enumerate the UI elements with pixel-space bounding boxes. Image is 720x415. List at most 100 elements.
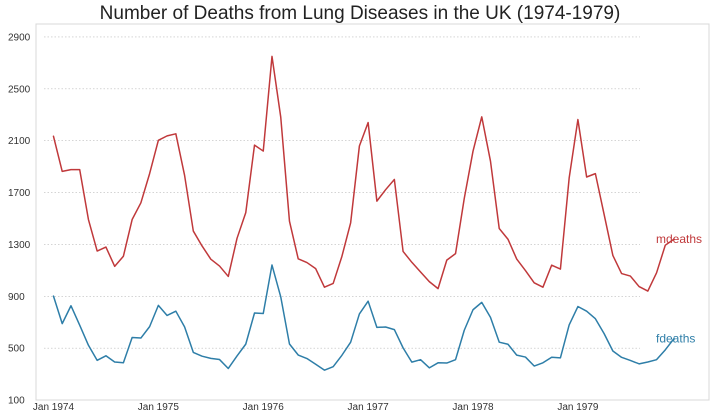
data-point-mdeaths <box>638 286 640 288</box>
data-point-fdeaths <box>114 361 116 363</box>
y-axis-ticks: 100 500 900 1300 1700 2100 2500 2900 <box>8 32 31 406</box>
data-point-fdeaths <box>446 362 448 364</box>
data-point-mdeaths <box>525 270 527 272</box>
data-point-mdeaths <box>498 228 500 230</box>
data-point-mdeaths <box>297 258 299 260</box>
data-point-mdeaths <box>385 189 387 191</box>
data-point-fdeaths <box>297 354 299 356</box>
data-point-mdeaths <box>61 171 63 173</box>
data-point-fdeaths <box>149 326 151 328</box>
data-point-mdeaths <box>289 220 291 222</box>
data-point-mdeaths <box>560 268 562 270</box>
data-point-fdeaths <box>420 359 422 361</box>
data-point-fdeaths <box>507 343 509 345</box>
data-point-mdeaths <box>219 265 221 267</box>
data-point-fdeaths <box>525 356 527 358</box>
data-point-mdeaths <box>184 174 186 176</box>
data-point-fdeaths <box>341 354 343 356</box>
y-tick-label: 1700 <box>8 188 31 199</box>
data-point-fdeaths <box>61 323 63 325</box>
data-point-mdeaths <box>437 288 439 290</box>
x-tick-label: Jan 1974 <box>33 402 75 413</box>
data-point-fdeaths <box>96 359 98 361</box>
data-point-mdeaths <box>542 286 544 288</box>
data-point-mdeaths <box>192 230 194 232</box>
data-point-mdeaths <box>271 56 273 58</box>
data-point-fdeaths <box>656 359 658 361</box>
data-point-mdeaths <box>350 222 352 224</box>
plot-frame <box>35 23 710 401</box>
data-point-mdeaths <box>376 200 378 202</box>
data-point-mdeaths <box>70 169 72 171</box>
data-point-fdeaths <box>402 347 404 349</box>
data-point-fdeaths <box>53 295 55 297</box>
data-point-mdeaths <box>280 116 282 118</box>
series-labels: mdeaths fdeaths <box>656 232 702 345</box>
data-point-fdeaths <box>280 296 282 298</box>
data-point-mdeaths <box>428 281 430 283</box>
data-point-fdeaths <box>79 324 81 326</box>
chart-title: Number of Deaths from Lung Diseases in t… <box>100 3 621 24</box>
data-point-fdeaths <box>123 362 125 364</box>
data-point-fdeaths <box>271 264 273 266</box>
data-point-mdeaths <box>551 264 553 266</box>
data-point-mdeaths <box>79 169 81 171</box>
data-point-mdeaths <box>114 265 116 267</box>
data-point-fdeaths <box>455 359 457 361</box>
data-point-fdeaths <box>105 355 107 357</box>
data-point-mdeaths <box>53 135 55 137</box>
data-point-fdeaths <box>577 306 579 308</box>
data-point-mdeaths <box>166 135 168 137</box>
data-point-fdeaths <box>210 357 212 359</box>
y-tick-label: 1300 <box>8 240 31 251</box>
y-tick-label: 2500 <box>8 84 31 95</box>
data-point-fdeaths <box>236 355 238 357</box>
data-point-fdeaths <box>568 324 570 326</box>
data-point-fdeaths <box>586 310 588 312</box>
data-point-fdeaths <box>629 360 631 362</box>
data-point-fdeaths <box>560 357 562 359</box>
data-point-mdeaths <box>149 173 151 175</box>
data-point-fdeaths <box>594 318 596 320</box>
data-point-fdeaths <box>647 361 649 363</box>
x-tick-label: Jan 1976 <box>243 402 285 413</box>
data-point-mdeaths <box>393 179 395 181</box>
x-axis-ticks: Jan 1974 Jan 1975 Jan 1976 Jan 1977 Jan 1978… <box>33 402 599 413</box>
data-point-fdeaths <box>350 341 352 343</box>
data-point-mdeaths <box>367 122 369 124</box>
data-point-mdeaths <box>402 251 404 253</box>
series-label-fdeaths: fdeaths <box>656 332 695 346</box>
data-point-mdeaths <box>411 261 413 263</box>
data-point-mdeaths <box>358 145 360 147</box>
data-point-mdeaths <box>105 246 107 248</box>
data-point-fdeaths <box>621 356 623 358</box>
data-point-mdeaths <box>472 150 474 152</box>
data-point-mdeaths <box>254 144 256 146</box>
data-point-fdeaths <box>428 367 430 369</box>
data-point-fdeaths <box>411 361 413 363</box>
data-point-fdeaths <box>367 300 369 302</box>
data-point-mdeaths <box>603 214 605 216</box>
data-point-fdeaths <box>437 362 439 364</box>
plot-area-background <box>36 24 709 400</box>
data-point-mdeaths <box>341 255 343 257</box>
data-point-fdeaths <box>306 358 308 360</box>
data-point-fdeaths <box>88 344 90 346</box>
data-point-mdeaths <box>507 238 509 240</box>
data-point-fdeaths <box>166 315 168 317</box>
data-point-fdeaths <box>219 359 221 361</box>
data-point-mdeaths <box>629 275 631 277</box>
data-point-mdeaths <box>123 255 125 257</box>
data-point-fdeaths <box>192 352 194 354</box>
data-point-mdeaths <box>446 259 448 261</box>
data-point-mdeaths <box>621 273 623 275</box>
data-point-mdeaths <box>131 219 133 221</box>
data-point-fdeaths <box>157 304 159 306</box>
data-point-fdeaths <box>245 343 247 345</box>
data-point-fdeaths <box>227 368 229 370</box>
data-point-fdeaths <box>131 337 133 339</box>
data-point-mdeaths <box>586 176 588 178</box>
data-point-fdeaths <box>201 355 203 357</box>
data-point-fdeaths <box>332 366 334 368</box>
data-point-mdeaths <box>481 116 483 118</box>
